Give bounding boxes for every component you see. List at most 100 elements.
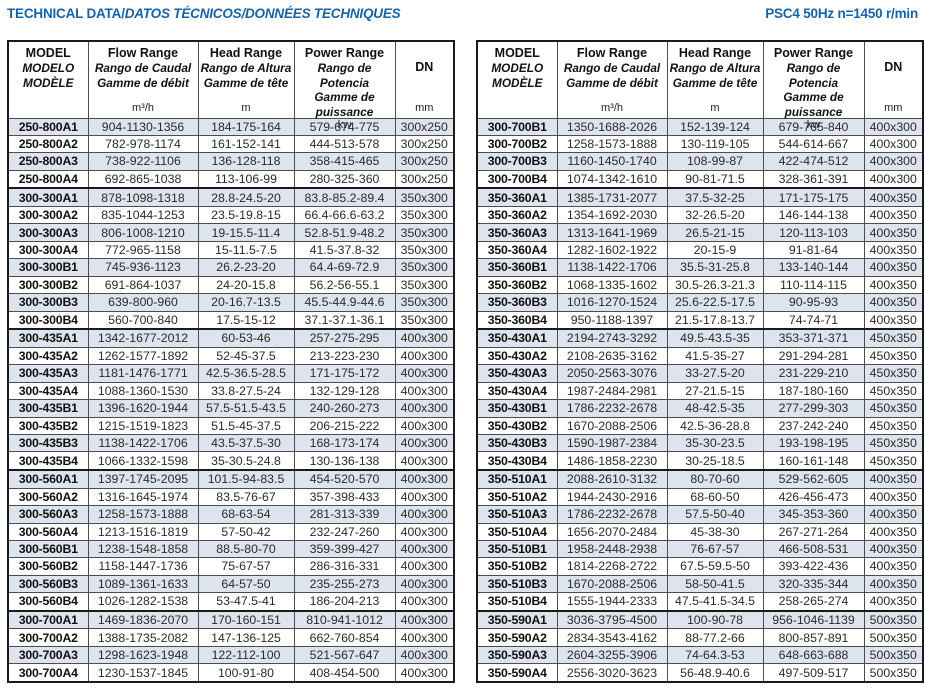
head-cell: 49.5-43.5-35 (666, 328, 764, 348)
dn-cell: 450x350 (863, 451, 924, 471)
flow-cell: 1396-1620-1944 (87, 399, 199, 418)
dn-cell: 400x350 (863, 487, 924, 507)
head-cell: 60-53-46 (197, 328, 295, 348)
model-cell: 350-360B4 (476, 310, 558, 330)
power-cell: 41.5-37.8-32 (293, 240, 396, 260)
model-cell: 350-430A1 (476, 328, 558, 348)
power-cell: 52.8-51.9-48.2 (293, 223, 396, 242)
flow-cell: 1088-1360-1530 (87, 381, 199, 401)
dn-cell: 400x350 (863, 187, 924, 208)
head-cell: 57.5-51.5-43.5 (197, 399, 295, 418)
table-row: 300-435B1 1396-1620-1944 57.5-51.5-43.5 240… (7, 399, 455, 418)
model-cell: 350-360A4 (476, 240, 558, 260)
column-header-flow: Flow Range Rango de Caudal Gamme de débi… (87, 40, 199, 119)
model-cell: 300-435B2 (7, 416, 89, 436)
table-row: 300-300A4 772-965-1158 15-11.5-7.5 41.5-37.… (7, 240, 455, 260)
flow-cell: 1026-1282-1538 (87, 592, 199, 612)
model-cell: 300-700B3 (476, 152, 558, 171)
power-cell: 257-275-295 (293, 328, 396, 348)
head-cell: 88.5-80-70 (197, 539, 295, 559)
dn-cell: 400x300 (394, 645, 455, 665)
flow-cell: 691-864-1037 (87, 275, 199, 295)
head-cell: 20-15-9 (666, 240, 764, 260)
dn-cell: 400x350 (863, 469, 924, 489)
table-row: 300-700B1 1350-1688-2026 152-139-124 679-76… (476, 117, 924, 136)
table-row: 350-590A1 3036-3795-4500 100-90-78 956-1046… (476, 609, 924, 630)
head-cell: 147-136-125 (197, 628, 295, 647)
dn-cell: 400x300 (394, 628, 455, 647)
flow-cell: 1074-1342-1610 (556, 169, 668, 189)
table-body-right: 300-700B1 1350-1688-2026 152-139-124 679-76… (476, 117, 924, 683)
head-cell: 26.2-23-20 (197, 258, 295, 277)
table-row: 350-360B2 1068-1335-1602 30.5-26.3-21.3 110… (476, 275, 924, 295)
flow-cell: 1282-1602-1922 (556, 240, 668, 260)
table-row: 350-430A2 2108-2635-3162 41.5-35-27 291-294… (476, 346, 924, 366)
flow-cell: 1313-1641-1969 (556, 223, 668, 242)
flow-cell: 2556-3020-3623 (556, 663, 668, 683)
table-row: 300-700A4 1230-1537-1845 100-91-80 408-454-… (7, 663, 455, 683)
power-cell: 74-74-71 (762, 310, 865, 330)
table-row: 300-435A1 1342-1677-2012 60-53-46 257-275-2… (7, 328, 455, 348)
dn-cell: 350x300 (394, 205, 455, 225)
model-cell: 300-700A4 (7, 663, 89, 683)
head-cell: 35-30.5-24.8 (197, 451, 295, 471)
flow-cell: 1215-1519-1823 (87, 416, 199, 436)
dn-cell: 400x350 (863, 557, 924, 576)
dn-cell: 400x300 (863, 152, 924, 171)
power-cell: 45.5-44.9-44.6 (293, 293, 396, 312)
model-cell: 350-430B3 (476, 433, 558, 453)
dn-cell: 400x350 (863, 240, 924, 260)
model-cell: 300-300A3 (7, 223, 89, 242)
power-cell: 232-247-260 (293, 522, 396, 541)
dn-cell: 400x300 (394, 487, 455, 507)
column-header-head: Head Range Rango de Altura Gamme de tête… (666, 40, 764, 119)
flow-cell: 1238-1548-1858 (87, 539, 199, 559)
flow-cell: 1158-1447-1736 (87, 557, 199, 576)
power-cell: 90-95-93 (762, 293, 865, 312)
dn-cell: 400x300 (394, 381, 455, 401)
head-cell: 47.5-41.5-34.5 (666, 592, 764, 612)
dn-cell: 500x350 (863, 645, 924, 665)
head-cell: 37.5-32-25 (666, 187, 764, 208)
dn-cell: 400x350 (863, 293, 924, 312)
flow-cell: 1786-2232-2678 (556, 399, 668, 418)
head-cell: 42.5-36-28.8 (666, 416, 764, 436)
table-row: 300-300B2 691-864-1037 24-20-15.8 56.2-56-5… (7, 275, 455, 295)
model-cell: 350-360B1 (476, 258, 558, 277)
power-cell: 810-941-1012 (293, 609, 396, 630)
dn-cell: 300x250 (394, 117, 455, 136)
power-cell: 521-567-647 (293, 645, 396, 665)
head-cell: 101.5-94-83.5 (197, 469, 295, 489)
flow-cell: 2604-3255-3906 (556, 645, 668, 665)
flow-cell: 1469-1836-2070 (87, 609, 199, 630)
column-header-power: Power Range Rango de Potencia Gamme de p… (293, 40, 396, 131)
head-cell: 48-42.5-35 (666, 399, 764, 418)
flow-cell: 1181-1476-1771 (87, 364, 199, 383)
power-cell: 444-513-578 (293, 134, 396, 154)
dn-cell: 450x350 (863, 381, 924, 401)
model-cell: 350-590A3 (476, 645, 558, 665)
dn-cell: 350x300 (394, 310, 455, 330)
head-cell: 27-21.5-15 (666, 381, 764, 401)
table-row: 350-360B1 1138-1422-1706 35.5-31-25.8 133-1… (476, 258, 924, 277)
table-row: 350-430B3 1590-1987-2384 35-30-23.5 193-198… (476, 433, 924, 453)
flow-cell: 1316-1645-1974 (87, 487, 199, 507)
model-cell: 250-800A2 (7, 134, 89, 154)
dn-cell: 450x350 (863, 399, 924, 418)
head-cell: 68-63-54 (197, 505, 295, 524)
table-row: 350-360A3 1313-1641-1969 26.5-21-15 120-113… (476, 223, 924, 242)
model-cell: 350-360A3 (476, 223, 558, 242)
flow-cell: 1160-1450-1740 (556, 152, 668, 171)
head-cell: 26.5-21-15 (666, 223, 764, 242)
flow-cell: 1138-1422-1706 (87, 433, 199, 453)
dn-cell: 400x300 (863, 169, 924, 189)
flow-cell: 1590-1987-2384 (556, 433, 668, 453)
head-cell: 161-152-141 (197, 134, 295, 154)
table-row: 350-360A4 1282-1602-1922 20-15-9 91-81-64 40… (476, 240, 924, 260)
power-cell: 267-271-264 (762, 522, 865, 541)
flow-cell: 1068-1335-1602 (556, 275, 668, 295)
flow-cell: 1230-1537-1845 (87, 663, 199, 683)
model-cell: 350-510A1 (476, 469, 558, 489)
model-cell: 300-560B2 (7, 557, 89, 576)
flow-cell: 639-800-960 (87, 293, 199, 312)
